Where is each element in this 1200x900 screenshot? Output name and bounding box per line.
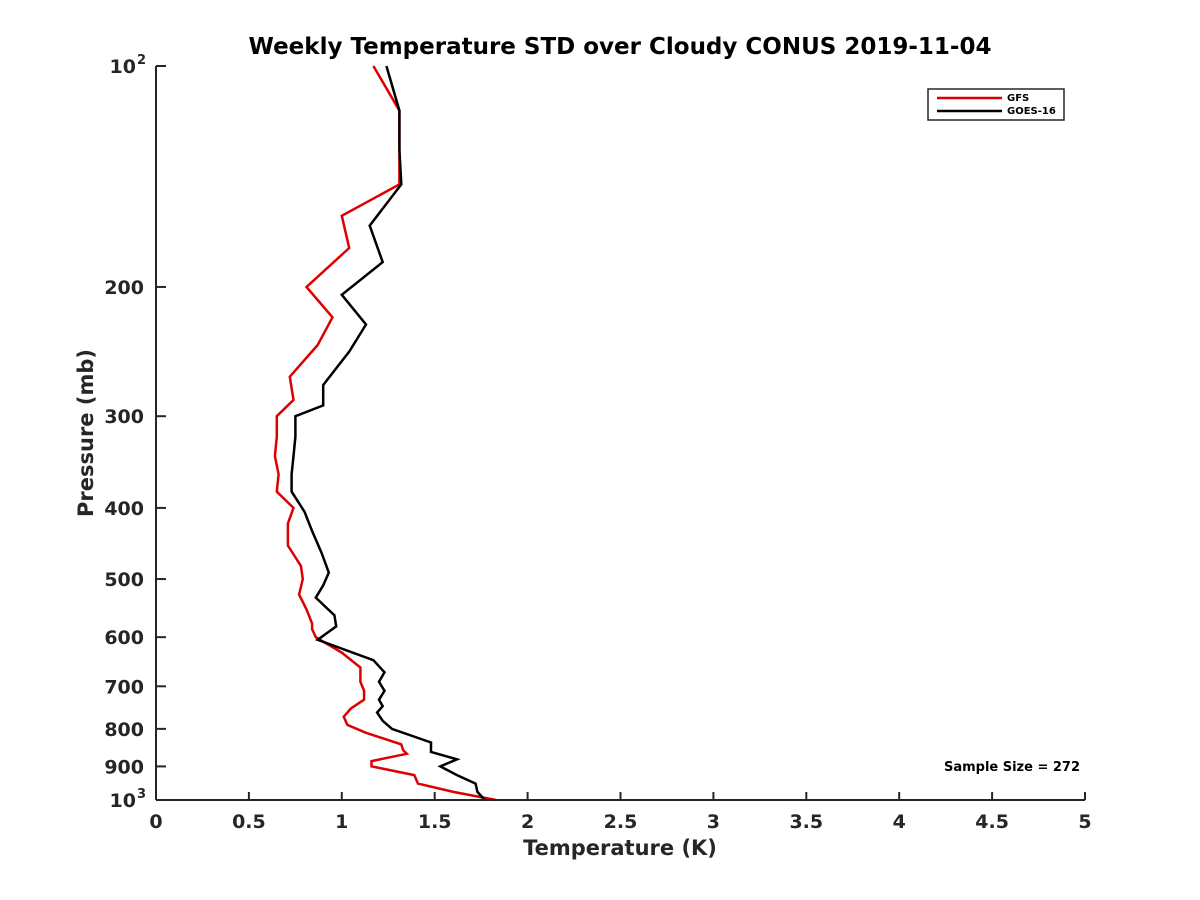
y-tick-label: 10 — [110, 790, 136, 812]
legend-label-gfs: GFS — [1007, 93, 1029, 104]
x-tick-label: 4.5 — [975, 811, 1009, 833]
y-tick-label: 10 — [110, 56, 136, 78]
sample-size-annotation: Sample Size = 272 — [944, 760, 1080, 775]
x-tick-label: 2.5 — [604, 811, 638, 833]
y-tick-label-exponent: 3 — [137, 787, 146, 802]
x-ticks: 0 0.5 1 1.5 2 2.5 3 3.5 4 4.5 5 — [149, 792, 1092, 833]
x-tick-label: 5 — [1078, 811, 1091, 833]
y-axis-label: Pressure (mb) — [74, 349, 98, 517]
y-tick-label: 800 — [104, 719, 144, 741]
x-tick-label: 2 — [521, 811, 534, 833]
series-line-goes16 — [290, 65, 486, 801]
x-axis-label: Temperature (K) — [523, 836, 717, 860]
x-tick-label: 3 — [707, 811, 720, 833]
y-tick-label-exponent: 2 — [137, 53, 146, 68]
x-tick-label: 0.5 — [232, 811, 266, 833]
y-tick-label: 900 — [104, 756, 144, 778]
legend-label-goes16: GOES-16 — [1007, 106, 1056, 117]
y-tick-label: 200 — [104, 277, 144, 299]
y-tick-label: 600 — [104, 627, 144, 649]
x-tick-label: 1 — [335, 811, 348, 833]
y-tick-label: 500 — [104, 569, 144, 591]
series-line-gfs — [273, 65, 497, 802]
y-tick-label: 300 — [104, 406, 144, 428]
chart-title: Weekly Temperature STD over Cloudy CONUS… — [249, 34, 992, 60]
y-tick-label: 400 — [104, 498, 144, 520]
legend-box — [927, 88, 1065, 121]
x-tick-label: 0 — [149, 811, 162, 833]
x-tick-label: 3.5 — [789, 811, 823, 833]
y-tick-label: 700 — [104, 676, 144, 698]
legend: GFS GOES-16 — [927, 88, 1065, 121]
x-tick-label: 1.5 — [418, 811, 452, 833]
series-layer — [273, 65, 497, 802]
x-tick-label: 4 — [893, 811, 906, 833]
